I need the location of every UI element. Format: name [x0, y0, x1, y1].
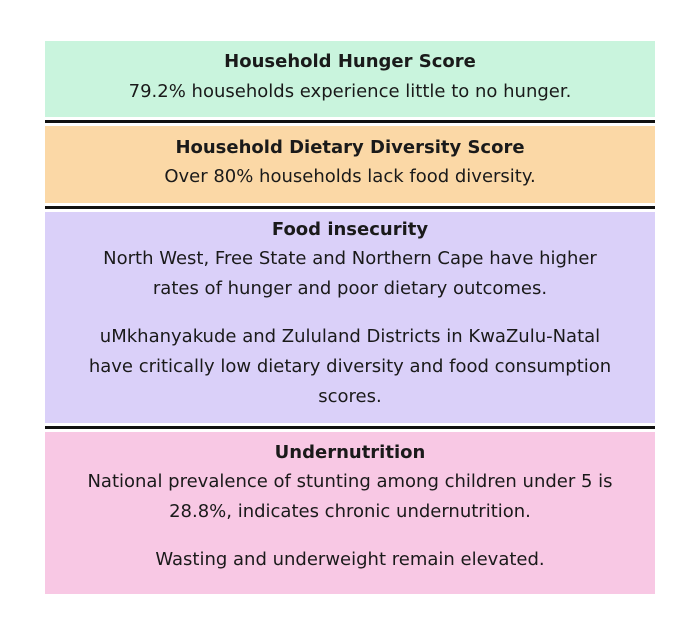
- paragraph-gap: [45, 527, 655, 545]
- divider: [45, 206, 655, 209]
- info-panel-stack: Household Hunger Score 79.2% households …: [45, 41, 655, 594]
- undernutrition-panel: Undernutrition National prevalence of st…: [45, 432, 655, 594]
- household-hunger-score-panel: Household Hunger Score 79.2% households …: [45, 41, 655, 117]
- panel-text: National prevalence of stunting among ch…: [87, 471, 613, 492]
- panel-text: have critically low dietary diversity an…: [88, 356, 612, 377]
- panel-title: Undernutrition: [274, 442, 426, 463]
- paragraph-gap: [45, 304, 655, 322]
- panel-text: Wasting and underweight remain elevated.: [155, 549, 545, 570]
- panel-text: North West, Free State and Northern Cape…: [103, 248, 597, 269]
- panel-text: rates of hunger and poor dietary outcome…: [152, 278, 548, 299]
- divider: [45, 426, 655, 429]
- panel-text: scores.: [318, 386, 382, 407]
- food-insecurity-panel: Food insecurity North West, Free State a…: [45, 212, 655, 423]
- panel-text: 79.2% households experience little to no…: [128, 81, 572, 102]
- panel-title: Household Hunger Score: [224, 51, 476, 72]
- panel-text: 28.8%, indicates chronic undernutrition.: [169, 501, 531, 522]
- panel-title: Food insecurity: [271, 219, 429, 240]
- panel-text: Over 80% households lack food diversity.: [164, 166, 536, 187]
- dietary-diversity-score-panel: Household Dietary Diversity Score Over 8…: [45, 126, 655, 203]
- panel-title: Household Dietary Diversity Score: [175, 137, 525, 158]
- panel-text: uMkhanyakude and Zululand Districts in K…: [99, 326, 601, 347]
- divider: [45, 120, 655, 123]
